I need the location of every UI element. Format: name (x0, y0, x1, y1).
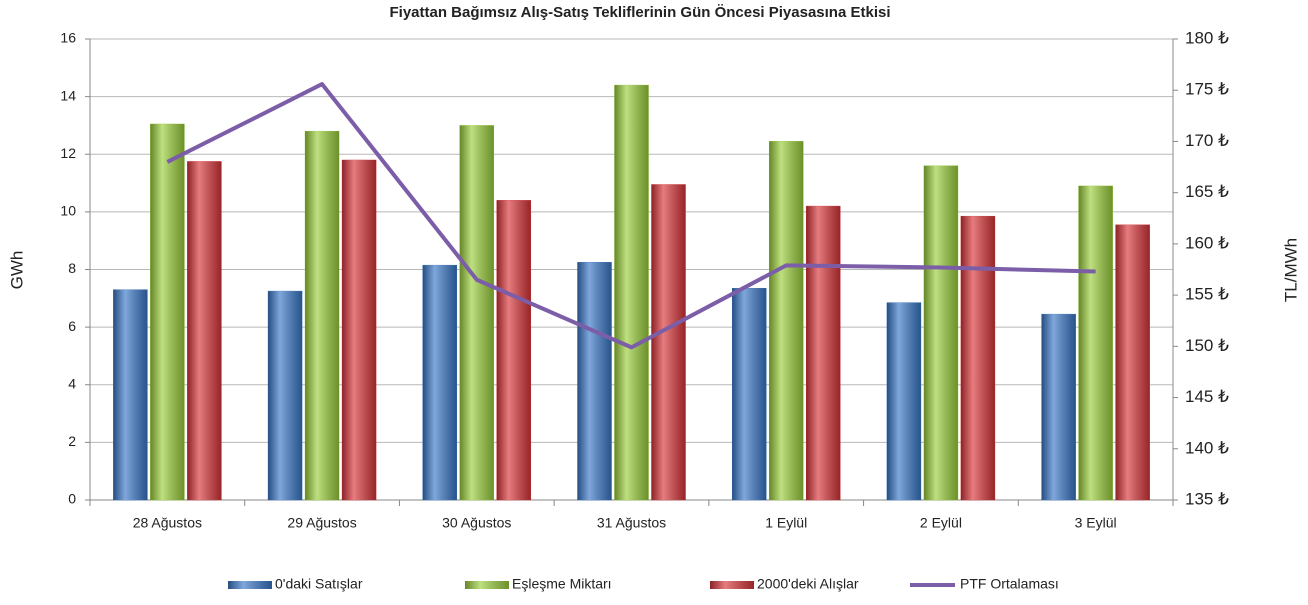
y2-tick-label: 170 ₺ (1185, 131, 1229, 150)
y2-tick-label: 145 ₺ (1185, 387, 1229, 406)
y-tick-label: 4 (68, 375, 76, 391)
y-axis-label: GWh (7, 251, 26, 290)
x-tick-label: 29 Ağustos (287, 515, 356, 531)
y-tick-label: 0 (68, 491, 76, 507)
bar-shade (806, 206, 841, 501)
legend-swatch-shade (465, 581, 509, 589)
x-tick-label: 30 Ağustos (442, 515, 511, 531)
bar-shade (886, 302, 921, 500)
bar-shade (422, 265, 457, 500)
y2-tick-label: 175 ₺ (1185, 80, 1229, 99)
y2-axis-label: TL/MWh (1281, 238, 1300, 302)
y2-tick-label: 155 ₺ (1185, 285, 1229, 304)
legend-label: 0'daki Satışlar (275, 576, 363, 592)
line (166, 82, 1096, 350)
y2-tick-label: 165 ₺ (1185, 182, 1229, 201)
bar-shade (1078, 185, 1113, 500)
y2-tick-label: 150 ₺ (1185, 336, 1229, 355)
y2-tick-label: 160 ₺ (1185, 233, 1229, 252)
legend-label: Eşleşme Miktarı (512, 576, 612, 592)
y-tick-label: 6 (68, 318, 76, 334)
bar-shade (268, 291, 303, 500)
x-tick-label: 1 Eylül (765, 515, 807, 531)
bar-shade (923, 165, 958, 500)
bar-shade (150, 123, 185, 500)
y-tick-label: 12 (60, 145, 76, 161)
bar-shade (769, 141, 804, 501)
y2-tick-label: 180 ₺ (1185, 28, 1229, 47)
legend-swatch-shade (710, 581, 754, 589)
x-tick-label: 28 Ağustos (133, 515, 202, 531)
y2-tick-label: 135 ₺ (1185, 489, 1229, 508)
bar-shade (459, 125, 494, 500)
y-tick-label: 16 (60, 30, 76, 46)
y-tick-label: 14 (60, 87, 76, 103)
bar-shade (187, 161, 222, 500)
bar-shade (496, 200, 531, 500)
y-tick-label: 2 (68, 433, 76, 449)
bar-shade (342, 160, 377, 500)
bar-shade (732, 288, 767, 500)
legend-label: 2000'deki Alışlar (757, 576, 859, 592)
y2-tick-label: 140 ₺ (1185, 438, 1229, 457)
x-tick-label: 3 Eylül (1075, 515, 1117, 531)
x-tick-label: 2 Eylül (920, 515, 962, 531)
y-tick-label: 10 (60, 203, 76, 219)
bar-shade (614, 85, 649, 500)
chart-title: Fiyattan Bağımsız Alış-Satış Tekliflerin… (390, 4, 891, 21)
y-tick-label: 8 (68, 260, 76, 276)
bar-shade (1041, 314, 1076, 500)
bar-shade (113, 289, 148, 500)
legend-swatch-shade (228, 581, 272, 589)
bar-shade (577, 262, 612, 500)
bar-shade (960, 216, 995, 500)
x-tick-label: 31 Ağustos (597, 515, 666, 531)
bar-shade (1115, 224, 1150, 500)
legend-label: PTF Ortalaması (960, 576, 1059, 592)
bar-shade (305, 131, 340, 500)
bar-shade (651, 184, 686, 501)
